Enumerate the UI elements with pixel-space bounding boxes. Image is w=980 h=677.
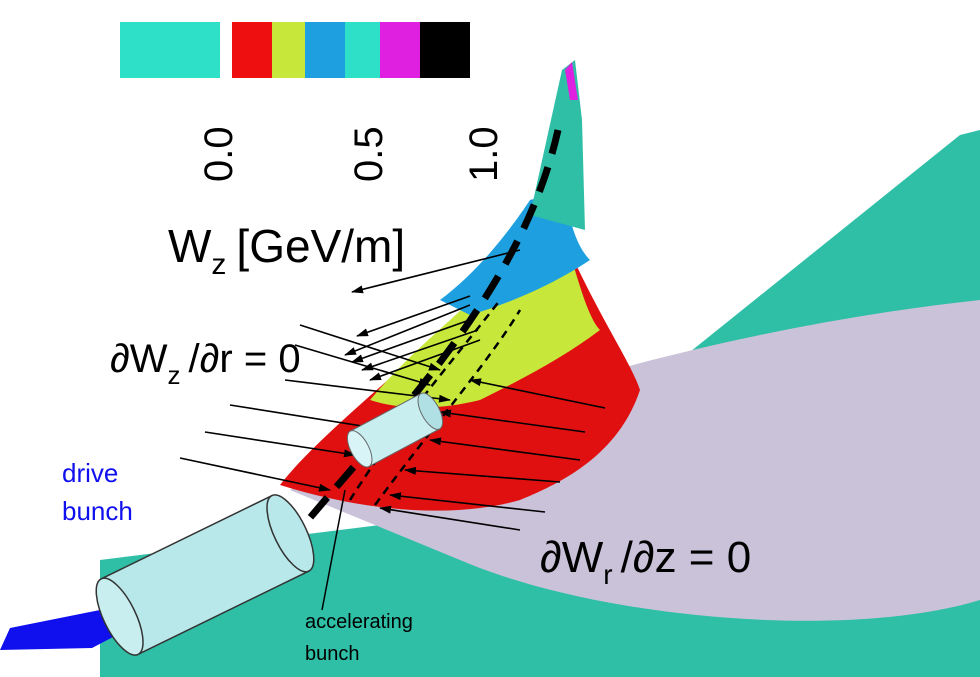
colorbar-tick-label: 0.5 (347, 126, 391, 182)
longitudinal-condition: ∂Wr /∂z = 0 (540, 533, 751, 590)
condition-rest: /∂r = 0 (189, 337, 301, 381)
colorbar-tick-label: 1.0 (462, 126, 506, 182)
colorbar-tick-label: 0.0 (197, 126, 241, 182)
axis-subscript: z (211, 248, 226, 281)
colorbar (120, 22, 470, 78)
axis-unit: [GeV/m] (236, 220, 405, 272)
condition-rest: /∂z = 0 (621, 533, 752, 582)
colorbar-labels: 0.0 0.5 1.0 (197, 126, 506, 182)
condition-subscript: r (603, 559, 612, 590)
drive-label: bunch (62, 496, 133, 526)
axis-label: Wz [GeV/m] (168, 220, 405, 281)
drive-label: drive (62, 458, 118, 488)
accelerating-label: bunch (305, 643, 360, 665)
condition-symbol: ∂W (110, 337, 168, 381)
figure: 0.0 0.5 1.0 Wz [GeV/m] (0, 0, 980, 677)
accelerating-label: accelerating (305, 611, 413, 633)
axis-symbol: W (168, 220, 212, 272)
condition-subscript: z (168, 360, 181, 390)
radial-condition: ∂Wz /∂r = 0 (110, 337, 301, 390)
condition-symbol: ∂W (540, 533, 604, 582)
